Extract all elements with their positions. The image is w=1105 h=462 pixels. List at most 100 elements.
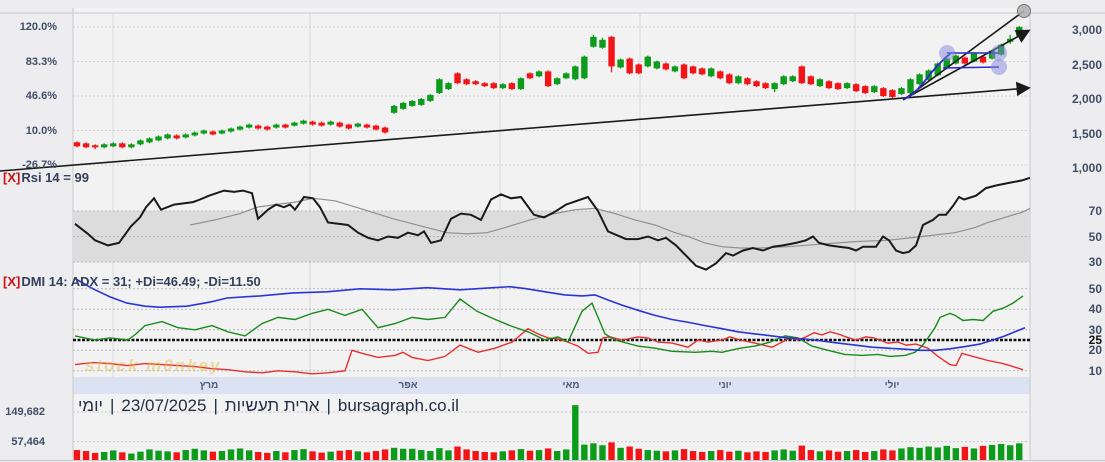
month-axis-label: אפר bbox=[398, 380, 418, 391]
chart-title: יומי | 23/07/2025 | ארית תעשיות | bursagraph.c… bbox=[78, 396, 459, 416]
candle bbox=[381, 127, 389, 133]
candle bbox=[445, 83, 452, 90]
volume-bar bbox=[191, 448, 198, 460]
price-axis-tick: 2,500 bbox=[1071, 57, 1102, 72]
volume-bar bbox=[961, 446, 969, 460]
volume-bar bbox=[979, 445, 987, 460]
month-axis-strip bbox=[73, 377, 1030, 394]
volume-bar bbox=[264, 452, 271, 460]
volume-bar bbox=[744, 452, 751, 460]
volume-bar bbox=[653, 450, 661, 460]
volume-bar bbox=[717, 450, 724, 460]
dmi-axis-tick: 50 bbox=[1088, 281, 1102, 296]
volume-bar bbox=[843, 451, 851, 460]
candle bbox=[961, 57, 969, 64]
candle bbox=[390, 105, 398, 113]
candle bbox=[191, 132, 198, 136]
candle bbox=[200, 130, 208, 134]
volume-bar bbox=[726, 451, 733, 460]
candle bbox=[273, 124, 280, 128]
price-axis-tick: 1,500 bbox=[1071, 126, 1102, 141]
volume-bar bbox=[735, 450, 742, 460]
volume-bar bbox=[771, 450, 778, 460]
candle bbox=[889, 90, 896, 97]
candle bbox=[671, 66, 679, 72]
dmi-remove-button[interactable]: [X] bbox=[3, 274, 21, 289]
candle bbox=[309, 121, 316, 125]
percent-axis-tick: -26.7% bbox=[22, 159, 57, 172]
volume-bar bbox=[273, 451, 280, 460]
volume-bar bbox=[617, 447, 624, 460]
trendline[interactable] bbox=[905, 29, 1031, 99]
volume-bar bbox=[526, 450, 534, 460]
volume-bar bbox=[780, 449, 787, 460]
candle bbox=[427, 95, 434, 101]
chart-title-segment: ארית תעשיות bbox=[224, 396, 320, 415]
volume-axis-tick: 57,464 bbox=[11, 435, 45, 448]
candle bbox=[907, 79, 914, 94]
percent-axis-tick: 10.0% bbox=[25, 124, 57, 137]
volume-bar bbox=[680, 449, 688, 460]
candle bbox=[780, 76, 787, 85]
percent-axis-tick: 120.0% bbox=[19, 21, 57, 33]
volume-bar bbox=[291, 450, 298, 460]
drawing-handle[interactable] bbox=[939, 45, 955, 61]
volume-bar bbox=[363, 452, 371, 460]
candle bbox=[372, 125, 380, 130]
volume-bar bbox=[662, 451, 670, 460]
rsi-axis-tick: 30 bbox=[1088, 255, 1102, 269]
candle bbox=[608, 36, 615, 67]
volume-bar bbox=[626, 446, 633, 460]
trendline[interactable] bbox=[0, 81, 1031, 172]
volume-bar bbox=[409, 448, 416, 460]
volume-bar bbox=[481, 451, 488, 460]
candle bbox=[73, 142, 81, 147]
volume-bar bbox=[644, 450, 651, 460]
volume-bar bbox=[200, 450, 208, 460]
drawing-handle[interactable] bbox=[991, 59, 1007, 75]
volume-bar bbox=[816, 451, 824, 460]
rsi-ma-line bbox=[189, 197, 1031, 249]
candle bbox=[590, 36, 597, 47]
percent-axis-tick: 83.3% bbox=[25, 55, 57, 68]
candle bbox=[336, 122, 343, 127]
candle bbox=[843, 83, 851, 89]
candle bbox=[436, 79, 443, 94]
volume-bar bbox=[146, 449, 153, 460]
candle bbox=[227, 128, 235, 132]
candle bbox=[544, 71, 552, 87]
candle bbox=[110, 143, 117, 147]
volume-bar bbox=[898, 448, 905, 460]
volume-bar bbox=[128, 453, 135, 460]
candle bbox=[100, 144, 108, 148]
volume-bar bbox=[880, 449, 887, 460]
volume-bar bbox=[834, 451, 842, 460]
volume-bar bbox=[336, 450, 343, 460]
candle bbox=[834, 83, 842, 90]
drawing-handle[interactable] bbox=[991, 45, 1007, 61]
rsi-remove-button[interactable]: [X] bbox=[3, 170, 21, 185]
candle bbox=[563, 73, 570, 79]
volume-bar bbox=[563, 449, 570, 460]
candle bbox=[617, 59, 624, 68]
candle bbox=[490, 83, 497, 89]
candle bbox=[264, 126, 271, 130]
trendline-handle[interactable] bbox=[1017, 4, 1031, 18]
volume-bar bbox=[164, 451, 171, 460]
month-axis-label: מרץ bbox=[199, 380, 219, 391]
candle bbox=[789, 76, 796, 82]
candle bbox=[644, 56, 651, 67]
candle bbox=[970, 53, 978, 62]
price-axis-tick: 1,000 bbox=[1071, 161, 1102, 176]
trendline[interactable] bbox=[905, 10, 1025, 99]
volume-bar bbox=[925, 446, 932, 460]
dmi-indicator-label: [X]DMI 14: ADX = 31; +Di=46.49; -Di=11.5… bbox=[3, 274, 261, 289]
volume-bar bbox=[345, 450, 352, 460]
drawing-line[interactable] bbox=[942, 66, 1000, 69]
dmi-axis-tick: 25 bbox=[1088, 333, 1102, 347]
candle bbox=[245, 124, 253, 128]
candle bbox=[508, 83, 516, 90]
rsi-indicator-label: [X]Rsi 14 = 99 bbox=[3, 170, 89, 185]
volume-bar bbox=[137, 451, 144, 460]
